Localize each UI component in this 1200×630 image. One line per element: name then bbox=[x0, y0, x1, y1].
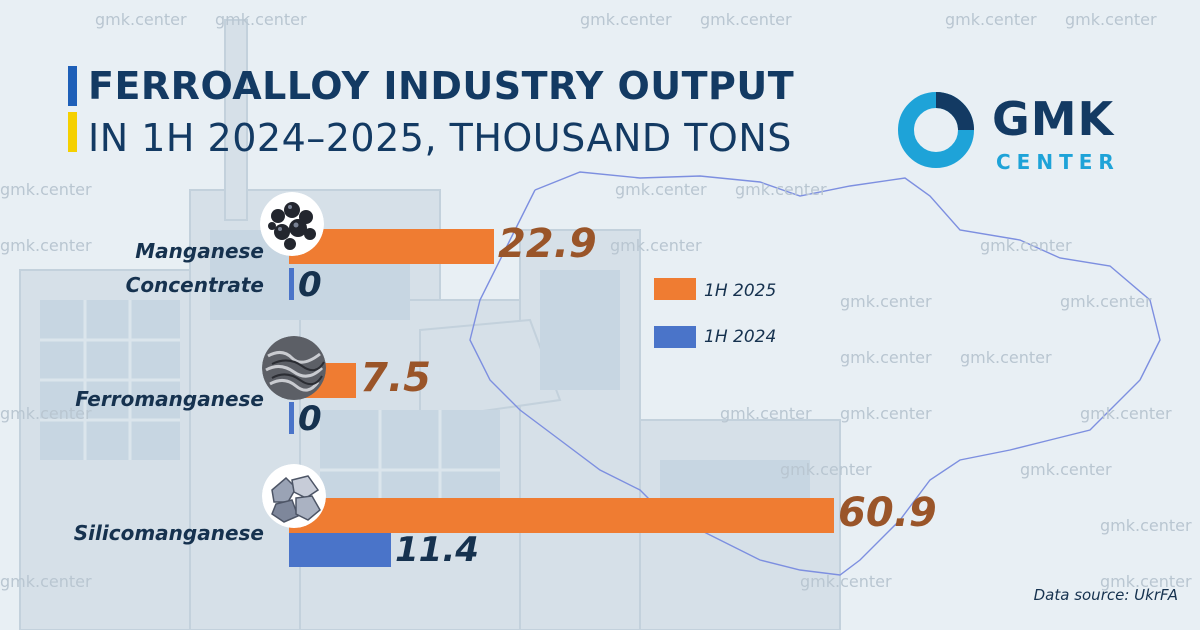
data-label-2024-ferromanganese: 0 bbox=[298, 399, 322, 439]
watermark: gmk.center bbox=[95, 10, 187, 29]
legend-label-2025: 1H 2025 bbox=[704, 281, 777, 301]
logo-subtitle: CENTER bbox=[996, 150, 1120, 174]
watermark: gmk.center bbox=[700, 10, 792, 29]
data-source-note: Data source: UkrFA bbox=[1033, 586, 1178, 604]
category-label-line: Manganese bbox=[135, 239, 264, 263]
bar-2024-manganese-concentrate bbox=[289, 268, 294, 300]
logo-wordmark: GMK bbox=[992, 92, 1115, 146]
watermark: gmk.center bbox=[960, 348, 1052, 367]
legend-swatch-2025 bbox=[654, 278, 696, 300]
category-label-manganese-concentrate: Manganese Concentrate bbox=[126, 234, 264, 302]
bar-2024-silicomanganese bbox=[289, 533, 392, 567]
flag-blue-stripe bbox=[68, 66, 77, 106]
watermark: gmk.center bbox=[840, 292, 932, 311]
watermark: gmk.center bbox=[0, 180, 92, 199]
watermark: gmk.center bbox=[1020, 460, 1112, 479]
watermark: gmk.center bbox=[840, 404, 932, 423]
watermark: gmk.center bbox=[615, 180, 707, 199]
bar-2025-silicomanganese bbox=[289, 498, 835, 533]
chart-title-line2: IN 1H 2024–2025, THOUSAND TONS bbox=[88, 116, 792, 160]
watermark: gmk.center bbox=[610, 236, 702, 255]
manganese-concentrate-image bbox=[260, 192, 324, 256]
category-label-line: Concentrate bbox=[125, 273, 264, 297]
category-label-line: Silicomanganese bbox=[73, 521, 264, 545]
data-label-2025-manganese-concentrate: 22.9 bbox=[497, 221, 597, 267]
watermark: gmk.center bbox=[0, 572, 92, 591]
watermark: gmk.center bbox=[800, 572, 892, 591]
flag-yellow-stripe bbox=[68, 112, 77, 152]
silicomanganese-image bbox=[262, 464, 326, 528]
data-label-2024-silicomanganese: 11.4 bbox=[395, 530, 479, 570]
legend-label-2024: 1H 2024 bbox=[704, 327, 777, 347]
watermark: gmk.center bbox=[1100, 516, 1192, 535]
watermark: gmk.center bbox=[780, 460, 872, 479]
category-label-silicomanganese: Silicomanganese bbox=[74, 516, 264, 550]
watermark: gmk.center bbox=[735, 180, 827, 199]
watermark: gmk.center bbox=[1100, 572, 1192, 591]
watermark: gmk.center bbox=[1080, 404, 1172, 423]
watermark: gmk.center bbox=[0, 236, 92, 255]
ferromanganese-image bbox=[262, 336, 326, 400]
watermark: gmk.center bbox=[215, 10, 307, 29]
data-label-2025-silicomanganese: 60.9 bbox=[838, 490, 937, 536]
watermark: gmk.center bbox=[580, 10, 672, 29]
watermark: gmk.center bbox=[1060, 292, 1152, 311]
data-label-2025-ferromanganese: 7.5 bbox=[360, 355, 431, 401]
bar-2024-ferromanganese bbox=[289, 402, 294, 434]
watermark: gmk.center bbox=[1065, 10, 1157, 29]
watermark: gmk.center bbox=[980, 236, 1072, 255]
category-label-ferromanganese: Ferromanganese bbox=[75, 382, 264, 416]
legend-swatch-2024 bbox=[654, 326, 696, 348]
category-label-line: Ferromanganese bbox=[75, 387, 264, 411]
watermark: gmk.center bbox=[945, 10, 1037, 29]
watermark: gmk.center bbox=[720, 404, 812, 423]
bar-2025-manganese-concentrate bbox=[289, 229, 494, 264]
watermark: gmk.center bbox=[840, 348, 932, 367]
data-label-2024-manganese-concentrate: 0 bbox=[298, 265, 322, 305]
watermark: gmk.center bbox=[0, 404, 92, 423]
chart-title-line1: FERROALLOY INDUSTRY OUTPUT bbox=[88, 64, 795, 108]
gmk-logo-icon bbox=[898, 92, 974, 168]
